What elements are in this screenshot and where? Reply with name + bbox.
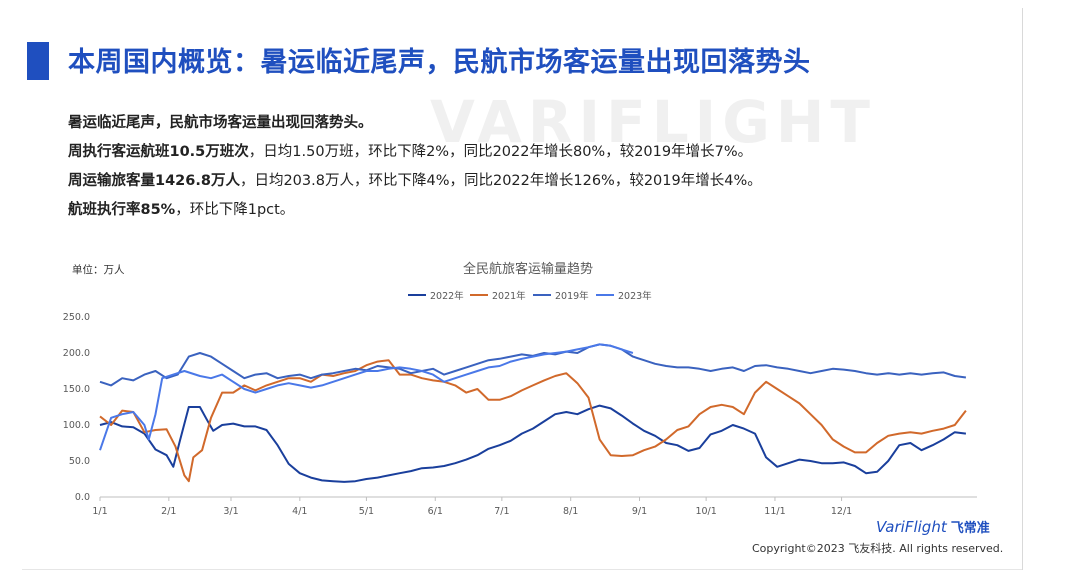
summary-line-1: 暑运临近尾声，民航市场客运量出现回落势头。 xyxy=(68,109,762,138)
x-tick-label: 9/1 xyxy=(632,506,647,517)
x-tick-label: 3/1 xyxy=(223,506,238,517)
series-line-0 xyxy=(99,404,967,483)
logo-chinese-name: 飞常准 xyxy=(950,521,990,536)
y-tick-label: 50.0 xyxy=(69,456,90,467)
series-line-1 xyxy=(99,359,967,483)
title-accent-bar xyxy=(27,42,49,80)
copyright-notice: Copyright©2023 飞友科技. All rights reserved… xyxy=(752,542,1004,555)
legend-label-2: 2019年 xyxy=(555,290,589,302)
y-tick-label: 0.0 xyxy=(75,492,90,503)
y-tick-label: 200.0 xyxy=(63,348,90,359)
page-title: 本周国内概览：暑运临近尾声，民航市场客运量出现回落势头 xyxy=(68,47,811,78)
frame-right-border xyxy=(1022,8,1023,570)
summary-flights-detail: ，日均1.50万班，环比下降2%，同比2022年增长80%，较2019年增长7%… xyxy=(248,144,753,160)
summary-flights-stat: 周执行客运航班10.5万班次 xyxy=(68,144,249,160)
chart-title: 全民航旅客运输量趋势 xyxy=(463,261,593,277)
x-tick-label: 2/1 xyxy=(161,506,176,517)
chart-unit-label: 单位：万人 xyxy=(72,264,125,276)
summary-passengers-stat: 周运输旅客量1426.8万人 xyxy=(68,173,240,189)
x-tick-label: 8/1 xyxy=(563,506,578,517)
y-tick-label: 250.0 xyxy=(63,312,90,323)
passenger-trend-chart: 全民航旅客运输量趋势 2022年 2021年 2019年 2023年 0.0 50.0 100… xyxy=(63,261,977,517)
y-tick-label: 150.0 xyxy=(63,384,90,395)
x-tick-label: 4/1 xyxy=(292,506,307,517)
summary-line-2: 周执行客运航班10.5万班次，日均1.50万班，环比下降2%，同比2022年增长… xyxy=(68,138,762,167)
summary-rate-detail: ，环比下降1pct。 xyxy=(175,202,295,218)
legend-label-0: 2022年 xyxy=(430,290,464,302)
brand-logo: VariFlight 飞常准 xyxy=(876,517,990,536)
series-line-3 xyxy=(99,343,634,451)
x-tick-label: 5/1 xyxy=(359,506,374,517)
y-tick-label: 100.0 xyxy=(63,420,90,431)
x-tick-label: 6/1 xyxy=(428,506,443,517)
x-tick-label: 12/1 xyxy=(831,506,852,517)
x-tick-label: 1/1 xyxy=(92,506,107,517)
summary-line-4: 航班执行率85%，环比下降1pct。 xyxy=(68,196,762,225)
brand-watermark: VARIFLIGHT xyxy=(430,88,876,156)
summary-headline: 暑运临近尾声，民航市场客运量出现回落势头。 xyxy=(68,115,373,131)
x-tick-label: 7/1 xyxy=(494,506,509,517)
x-tick-label: 10/1 xyxy=(695,506,716,517)
summary-passengers-detail: ，日均203.8万人，环比下降4%，同比2022年增长126%，较2019年增长… xyxy=(239,173,762,189)
summary-block: 暑运临近尾声，民航市场客运量出现回落势头。 周执行客运航班10.5万班次，日均1… xyxy=(68,109,762,225)
frame-bottom-border xyxy=(22,569,1022,570)
legend-label-3: 2023年 xyxy=(618,290,652,302)
summary-line-3: 周运输旅客量1426.8万人，日均203.8万人，环比下降4%，同比2022年增… xyxy=(68,167,762,196)
x-tick-label: 11/1 xyxy=(764,506,785,517)
legend-label-1: 2021年 xyxy=(492,290,526,302)
logo-wordmark: VariFlight xyxy=(876,518,947,536)
summary-rate-stat: 航班执行率85% xyxy=(68,202,176,218)
